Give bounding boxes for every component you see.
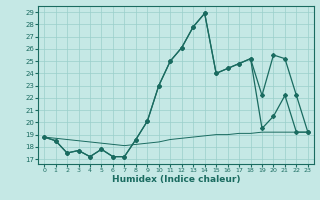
X-axis label: Humidex (Indice chaleur): Humidex (Indice chaleur) <box>112 175 240 184</box>
